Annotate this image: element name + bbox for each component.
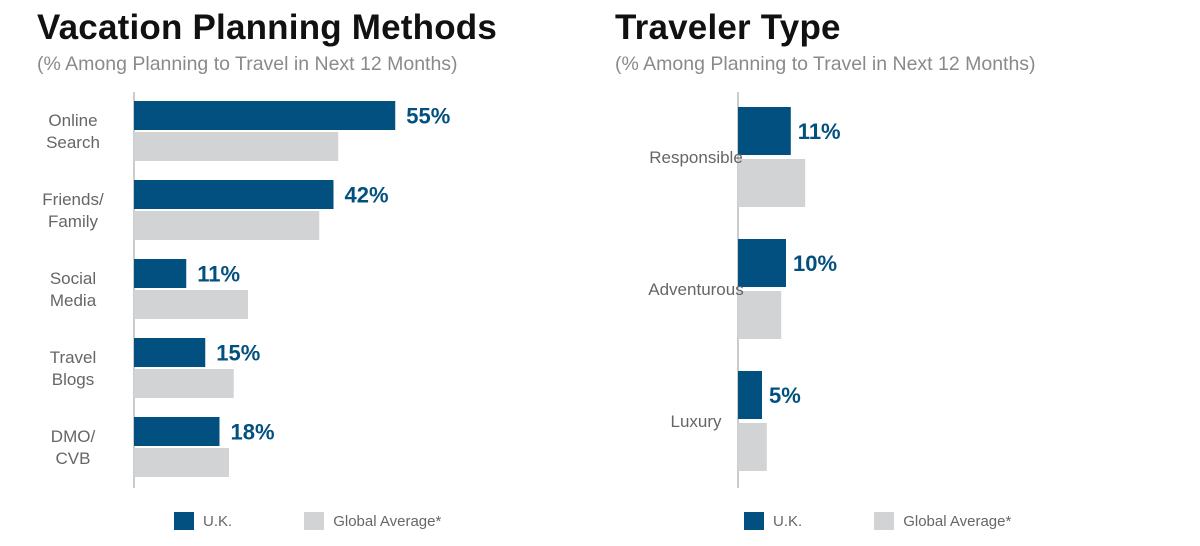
vacation-planning-panel: Vacation Planning Methods (% Among Plann…	[37, 8, 513, 530]
bar-uk	[738, 107, 791, 155]
legend-swatch-uk	[174, 512, 194, 530]
chart-subtitle: (% Among Planning to Travel in Next 12 M…	[37, 53, 458, 75]
bar-global-average	[738, 291, 782, 339]
legend-label-uk: U.K.	[773, 512, 803, 530]
bar-uk	[134, 338, 206, 367]
data-label-uk: 5%	[769, 383, 801, 408]
category-label-line: Blogs	[52, 370, 95, 389]
category-label-line: Media	[50, 291, 97, 310]
traveler-type-panel: Traveler Type (% Among Planning to Trave…	[600, 0, 1200, 546]
chart-legend: U.K. Global Average*	[744, 512, 1083, 530]
category-label-line: Luxury	[670, 412, 722, 431]
legend-label-uk: U.K.	[203, 512, 233, 530]
data-label-uk: 10%	[793, 251, 837, 276]
category-label-line: Social	[50, 269, 96, 288]
bar-uk	[738, 371, 762, 419]
legend-swatch-global-average	[304, 512, 325, 530]
data-label-uk: 18%	[231, 420, 275, 445]
bar-global-average	[738, 159, 806, 207]
category-label: Responsible	[649, 148, 743, 167]
legend-item-uk: U.K.	[744, 512, 802, 530]
legend-label-global-average: Global Average*	[333, 512, 442, 530]
legend-swatch-global-average	[874, 512, 895, 530]
category-label-line: Travel	[50, 348, 97, 367]
bar-uk	[738, 239, 786, 287]
category-label-line: Adventurous	[648, 280, 743, 299]
bar-global-average	[134, 132, 339, 161]
chart-title: Traveler Type	[615, 8, 841, 47]
category-label-line: DMO/	[51, 427, 96, 446]
vacation-planning-chart: 55% Online Search 42% Friends/Family 11% Socia…	[42, 92, 450, 488]
category-label-line: Search	[46, 133, 100, 152]
category-label-line: Online	[48, 111, 97, 130]
category-label: Friends/Family	[42, 190, 104, 231]
bar-uk	[134, 417, 220, 446]
category-label-line: Family	[48, 212, 99, 231]
category-label: Luxury	[670, 412, 722, 431]
category-label: Social Media	[50, 269, 97, 310]
category-label-line: CVB	[56, 449, 91, 468]
chart-legend: U.K. Global Average*	[174, 512, 513, 530]
traveler-type-chart: 11% Responsible 10% Adventurous 5% Luxury	[648, 92, 841, 488]
category-label: Adventurous	[648, 280, 743, 299]
bar-global-average	[738, 423, 767, 471]
data-label-uk: 11%	[798, 119, 841, 144]
category-label: DMO/CVB	[51, 427, 96, 468]
bar-global-average	[134, 290, 248, 319]
bar-global-average	[134, 211, 320, 240]
bar-global-average	[134, 448, 229, 477]
chart-title: Vacation Planning Methods	[37, 8, 498, 47]
legend-swatch-uk	[744, 512, 764, 530]
legend-item-global-average: Global Average*	[874, 512, 1011, 530]
data-label-uk: 42%	[345, 183, 389, 208]
legend-item-global-average: Global Average*	[304, 512, 441, 530]
data-label-uk: 11%	[197, 262, 240, 287]
bar-global-average	[134, 369, 234, 398]
chart-subtitle: (% Among Planning to Travel in Next 12 M…	[615, 53, 1036, 75]
category-label: Travel Blogs	[50, 348, 97, 389]
legend-label-global-average: Global Average*	[903, 512, 1012, 530]
category-label-line: Friends/	[42, 190, 104, 209]
data-label-uk: 15%	[216, 341, 260, 366]
legend-item-uk: U.K.	[174, 512, 232, 530]
category-label-line: Responsible	[649, 148, 743, 167]
bar-uk	[134, 259, 187, 288]
data-label-uk: 55%	[406, 104, 450, 129]
category-label: Online Search	[46, 111, 100, 152]
bar-uk	[134, 101, 396, 130]
bar-uk	[134, 180, 334, 209]
